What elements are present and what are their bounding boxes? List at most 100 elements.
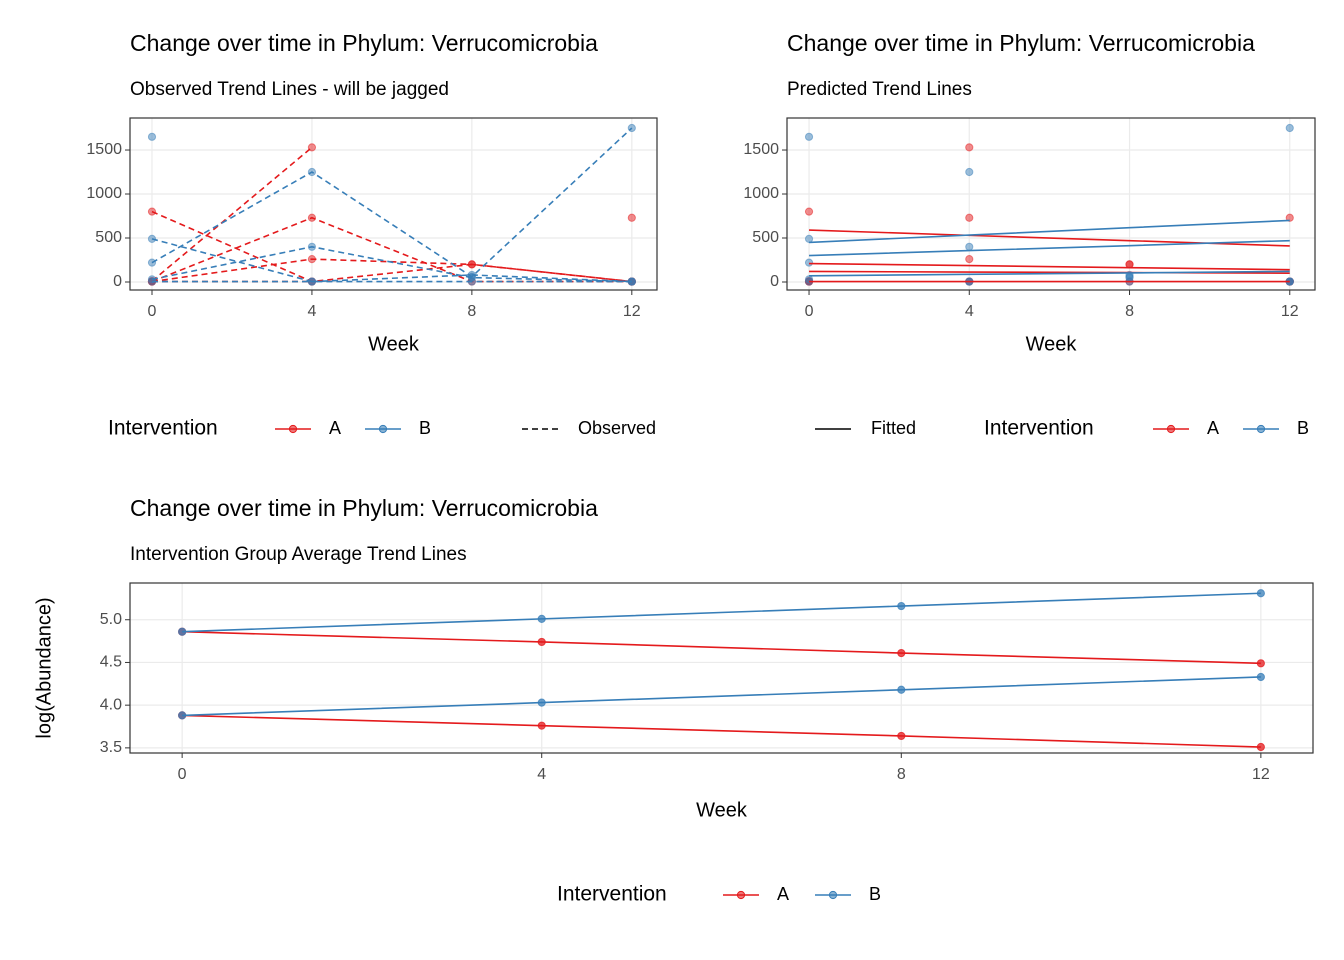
data-point: [897, 685, 906, 694]
data-point: [467, 270, 476, 280]
legend-key-point: [378, 424, 388, 434]
x-tick-label: 12: [1252, 766, 1270, 783]
y-tick-label: 500: [752, 229, 779, 246]
trend-line: [151, 274, 632, 283]
data-point: [307, 167, 317, 177]
plot-border: [129, 582, 1314, 754]
plot-border: [786, 117, 1316, 291]
data-point: [307, 213, 317, 222]
data-point: [965, 143, 974, 152]
y-tick-label: 1500: [743, 141, 779, 158]
y-tick-label: 0: [113, 273, 122, 290]
x-tick-label: 8: [467, 303, 476, 320]
data-point: [804, 234, 814, 243]
data-point: [147, 277, 157, 286]
trend-line: [182, 630, 1261, 665]
legend-key-point: [1166, 424, 1176, 434]
x-tick-label: 4: [965, 303, 974, 320]
y-tick-label: 1000: [86, 185, 122, 202]
trend-line: [808, 219, 1290, 244]
trend-line: [809, 239, 1290, 257]
data-point: [147, 234, 157, 243]
data-point: [537, 637, 546, 647]
plot-background: [130, 118, 657, 290]
plot-border: [129, 117, 658, 291]
x-axis-label: Week: [696, 799, 748, 821]
panel: 0 4 8 12 0 500 1000 1500 Change over time in Phy…: [86, 30, 658, 440]
legend-label: A: [1207, 418, 1219, 438]
data-point: [537, 698, 546, 707]
data-point: [627, 213, 636, 222]
data-point: [467, 260, 476, 269]
legend-title: Intervention: [557, 883, 667, 906]
trend-line: [182, 714, 1261, 748]
x-tick-label: 12: [623, 303, 641, 320]
legend-key-point: [1256, 424, 1266, 434]
trend-line: [809, 262, 1290, 271]
data-point: [147, 258, 157, 267]
legend-label: B: [1297, 418, 1309, 438]
y-tick-label: 3.5: [100, 739, 122, 756]
legend-key-point: [736, 890, 746, 900]
data-point: [178, 711, 187, 720]
data-point: [147, 207, 157, 216]
chart-title: Change over time in Phylum: Verrucomicro…: [787, 30, 1255, 56]
y-tick-label: 5.0: [100, 611, 122, 628]
chart-title: Change over time in Phylum: Verrucomicro…: [130, 495, 598, 521]
x-tick-label: 12: [1281, 303, 1299, 320]
y-tick-label: 1000: [743, 185, 779, 202]
data-point: [307, 277, 317, 286]
data-point: [307, 255, 317, 264]
x-tick-label: 0: [178, 766, 187, 783]
data-point: [965, 242, 974, 251]
trend-line: [151, 127, 633, 278]
y-tick-label: 500: [95, 229, 122, 246]
y-tick-label: 0: [770, 273, 779, 290]
data-point: [1256, 672, 1265, 682]
panel: 0 4 8 12 0 500 1000 1500 Change over time in Phy…: [743, 30, 1316, 440]
data-point: [804, 132, 814, 141]
data-point: [897, 731, 906, 741]
data-point: [804, 207, 814, 216]
x-tick-label: 4: [537, 766, 546, 783]
plot-background: [787, 118, 1315, 290]
legend-label: A: [777, 884, 789, 904]
legend-label: B: [869, 884, 881, 904]
data-point: [537, 721, 546, 730]
x-tick-label: 4: [307, 303, 316, 320]
chart-subtitle: Observed Trend Lines - will be jagged: [130, 79, 449, 100]
y-tick-label: 4.0: [100, 696, 122, 713]
data-point: [1256, 742, 1265, 752]
panel: 0 4 8 12 3.5 4.0 4.5 5.0 Change over time in Phy…: [33, 495, 1314, 906]
data-point: [627, 123, 636, 133]
trend-line: [151, 238, 632, 283]
x-tick-label: 0: [805, 303, 814, 320]
legend-title: Intervention: [984, 417, 1094, 440]
chart-title: Change over time in Phylum: Verrucomicro…: [130, 30, 598, 56]
data-point: [307, 242, 317, 251]
y-axis-label: log(Abundance): [33, 597, 55, 738]
data-point: [147, 132, 157, 141]
data-point: [897, 648, 906, 658]
data-point: [537, 614, 546, 623]
data-point: [627, 277, 636, 286]
legend-key-point: [828, 890, 838, 900]
chart-subtitle: Intervention Group Average Trend Lines: [130, 544, 467, 565]
legend-label: A: [329, 418, 341, 438]
x-tick-label: 0: [148, 303, 157, 320]
trend-line: [809, 270, 1290, 277]
data-point: [965, 213, 974, 222]
data-point: [965, 255, 974, 264]
x-axis-label: Week: [1026, 333, 1078, 355]
data-point: [897, 601, 906, 611]
data-point: [178, 627, 187, 636]
trend-line: [151, 245, 632, 283]
x-axis-label: Week: [368, 333, 420, 355]
data-point: [307, 143, 317, 152]
trend-line: [182, 592, 1261, 633]
data-point: [1285, 123, 1294, 133]
legend-title: Intervention: [108, 417, 218, 440]
y-tick-label: 1500: [86, 141, 122, 158]
legend-key-point: [288, 424, 298, 434]
